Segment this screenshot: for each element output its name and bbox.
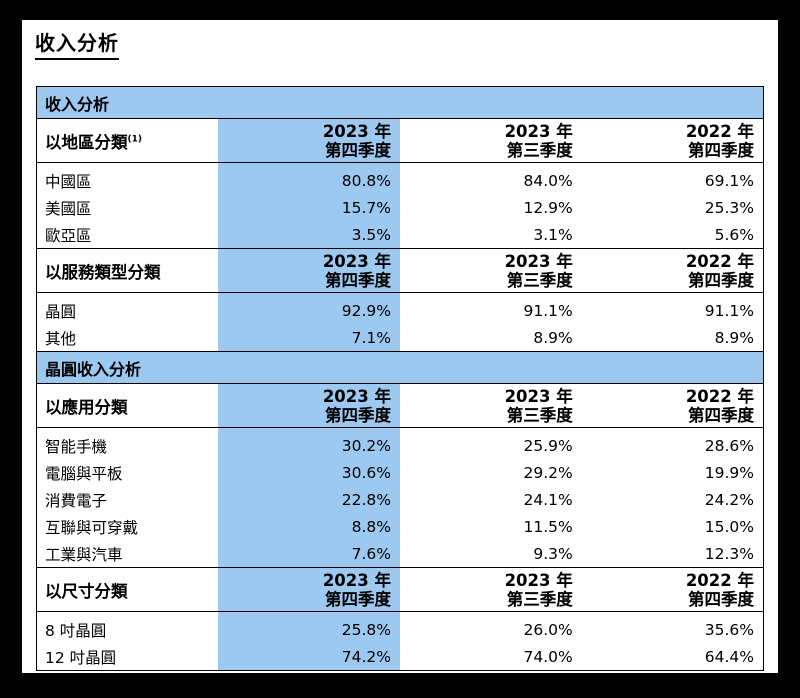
table-row: 智能手機 30.2% 25.9% 28.6% <box>37 427 764 459</box>
column-header: 2023 年第三季度 <box>400 248 582 293</box>
group-label: 以尺寸分類 <box>36 567 219 612</box>
cell-value: 25.3% <box>704 198 754 217</box>
group-header-application: 以應用分類 2023 年第四季度 2023 年第三季度 2022 年第四季度 <box>36 383 764 428</box>
cell-value: 26.0% <box>523 620 573 639</box>
cell-value: 30.2% <box>218 427 400 459</box>
cell-value: 3.5% <box>218 221 400 249</box>
cell-value: 7.1% <box>218 324 400 352</box>
column-header: 2023 年第三季度 <box>400 383 582 428</box>
cell-value: 28.6% <box>704 436 754 455</box>
page-title: 收入分析 <box>35 30 119 60</box>
cell-value: 24.1% <box>523 490 573 509</box>
column-header: 2022 年第四季度 <box>581 383 764 428</box>
cell-value: 80.8% <box>218 162 400 194</box>
column-header: 2022 年第四季度 <box>581 567 764 612</box>
group-label: 以服務類型分類 <box>36 248 219 293</box>
table-row: 工業與汽車 7.6% 9.3% 12.3% <box>37 540 764 568</box>
cell-value: 64.4% <box>704 647 754 666</box>
row-label: 晶圓 <box>45 302 77 321</box>
table-row: 8 吋晶圓 25.8% 26.0% 35.6% <box>37 611 764 643</box>
document-page: 收入分析 收入分析 以地區分類(1) 2023 年第四季度 2023 年第三季度… <box>22 20 778 673</box>
section-header-revenue: 收入分析 <box>36 86 764 119</box>
group-header-service: 以服務類型分類 2023 年第四季度 2023 年第三季度 2022 年第四季度 <box>36 248 764 293</box>
column-header: 2023 年第四季度 <box>218 567 400 612</box>
cell-value: 25.8% <box>218 611 400 643</box>
table-row: 互聯與可穿戴 8.8% 11.5% 15.0% <box>37 513 764 540</box>
cell-value: 29.2% <box>523 463 573 482</box>
section-header-wafer-revenue: 晶圓收入分析 <box>36 351 764 384</box>
section-title: 收入分析 <box>36 86 764 119</box>
group-header-region: 以地區分類(1) 2023 年第四季度 2023 年第三季度 2022 年第四季… <box>36 118 764 163</box>
cell-value: 35.6% <box>704 620 754 639</box>
table-row: 歐亞區 3.5% 3.1% 5.6% <box>37 221 764 249</box>
row-label: 智能手機 <box>45 437 108 456</box>
column-header: 2022 年第四季度 <box>581 248 764 293</box>
cell-value: 69.1% <box>704 171 754 190</box>
group-header-size: 以尺寸分類 2023 年第四季度 2023 年第三季度 2022 年第四季度 <box>36 567 764 612</box>
cell-value: 8.9% <box>533 328 573 347</box>
cell-value: 74.2% <box>218 643 400 671</box>
group-label: 以地區分類(1) <box>36 118 219 163</box>
cell-value: 8.8% <box>218 513 400 540</box>
cell-value: 74.0% <box>523 647 573 666</box>
row-label: 互聯與可穿戴 <box>45 518 139 537</box>
column-header: 2022 年第四季度 <box>581 118 764 163</box>
row-label: 美國區 <box>45 199 92 218</box>
cell-value: 91.1% <box>704 301 754 320</box>
revenue-analysis-table: 收入分析 以地區分類(1) 2023 年第四季度 2023 年第三季度 2022… <box>36 86 764 671</box>
cell-value: 92.9% <box>218 292 400 324</box>
cell-value: 11.5% <box>523 517 573 536</box>
row-label: 電腦與平板 <box>45 464 123 483</box>
cell-value: 22.8% <box>218 486 400 513</box>
cell-value: 12.9% <box>523 198 573 217</box>
section-title: 晶圓收入分析 <box>36 351 764 384</box>
table-row: 消費電子 22.8% 24.1% 24.2% <box>37 486 764 513</box>
cell-value: 91.1% <box>523 301 573 320</box>
cell-value: 15.0% <box>704 517 754 536</box>
cell-value: 25.9% <box>523 436 573 455</box>
cell-value: 3.1% <box>533 225 573 244</box>
column-header: 2023 年第三季度 <box>400 567 582 612</box>
cell-value: 30.6% <box>218 459 400 486</box>
column-header: 2023 年第四季度 <box>218 383 400 428</box>
cell-value: 5.6% <box>714 225 754 244</box>
row-label: 中國區 <box>45 172 92 191</box>
row-label: 其他 <box>45 329 77 348</box>
row-label: 8 吋晶圓 <box>45 621 107 640</box>
cell-value: 15.7% <box>218 194 400 221</box>
row-label: 消費電子 <box>45 491 108 510</box>
cell-value: 7.6% <box>218 540 400 568</box>
cell-value: 12.3% <box>704 544 754 563</box>
table-row: 美國區 15.7% 12.9% 25.3% <box>37 194 764 221</box>
column-header: 2023 年第三季度 <box>400 118 582 163</box>
column-header: 2023 年第四季度 <box>218 118 400 163</box>
cell-value: 24.2% <box>704 490 754 509</box>
row-label: 12 吋晶圓 <box>45 648 117 667</box>
cell-value: 19.9% <box>704 463 754 482</box>
group-label: 以應用分類 <box>36 383 219 428</box>
table-row: 12 吋晶圓 74.2% 74.0% 64.4% <box>37 643 764 671</box>
cell-value: 8.9% <box>714 328 754 347</box>
row-label: 工業與汽車 <box>45 545 123 564</box>
row-label: 歐亞區 <box>45 226 92 245</box>
cell-value: 84.0% <box>523 171 573 190</box>
column-header: 2023 年第四季度 <box>218 248 400 293</box>
table-row: 電腦與平板 30.6% 29.2% 19.9% <box>37 459 764 486</box>
table-row: 中國區 80.8% 84.0% 69.1% <box>37 162 764 194</box>
table-row: 其他 7.1% 8.9% 8.9% <box>37 324 764 352</box>
table-row: 晶圓 92.9% 91.1% 91.1% <box>37 292 764 324</box>
cell-value: 9.3% <box>533 544 573 563</box>
